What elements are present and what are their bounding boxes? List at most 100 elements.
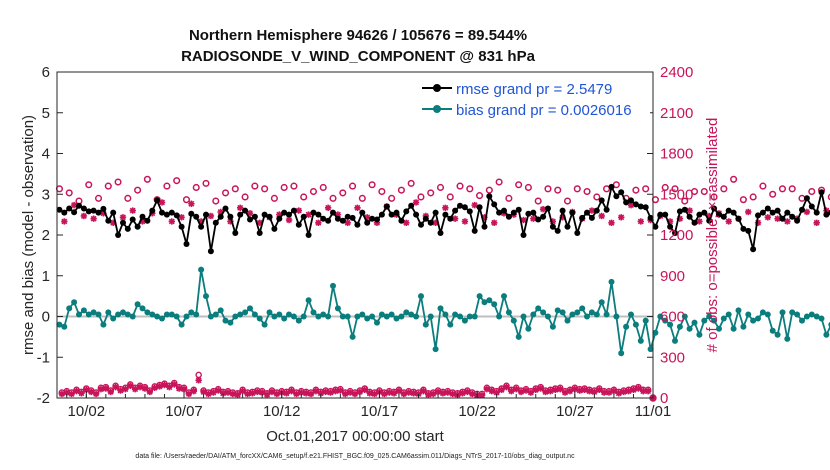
- obs-possible-point: [270, 194, 278, 202]
- rmse-point: [535, 216, 542, 223]
- bias-point: [520, 313, 527, 320]
- bias-point: [217, 307, 224, 314]
- rmse-point: [163, 211, 170, 218]
- rmse-point: [369, 215, 376, 222]
- bias-point: [740, 323, 747, 330]
- y2-tick-label: 900: [660, 268, 685, 285]
- rmse-point: [354, 221, 361, 228]
- bias-point: [203, 293, 209, 300]
- obs-low-assimilated-point: [630, 386, 637, 394]
- y-axis-label: rmse and bias (model - observation): [20, 115, 37, 355]
- bias-point: [95, 311, 102, 318]
- rmse-point: [774, 207, 781, 214]
- obs-assimilated-point: [139, 218, 146, 225]
- obs-low-assimilated-point: [293, 390, 300, 398]
- obs-assimilated-point: [754, 219, 762, 226]
- rmse-point: [505, 213, 512, 220]
- rmse-point: [569, 209, 576, 216]
- rmse-point: [559, 207, 566, 214]
- obs-low-assimilated-point: [190, 388, 197, 395]
- y-tick-label: -1: [37, 349, 50, 366]
- bias-point: [496, 313, 503, 320]
- rmse-point: [530, 209, 537, 216]
- obs-assimilated-point: [100, 210, 107, 217]
- bias-point: [564, 317, 571, 324]
- obs-low-assimilated-point: [464, 388, 471, 396]
- bias-point: [545, 313, 551, 320]
- obs-low-assimilated-point: [161, 381, 168, 389]
- y2-axis-label: # of obs: o=possible; ×=assimilated: [704, 118, 721, 353]
- bias-point: [388, 311, 395, 318]
- obs-assimilated-point: [588, 207, 596, 214]
- obs-assimilated-point: [696, 218, 703, 225]
- obs-low-assimilated-point: [351, 390, 359, 398]
- rmse-point: [198, 223, 205, 230]
- rmse-point: [247, 216, 253, 223]
- obs-low-assimilated-point: [644, 388, 652, 395]
- rmse-point: [789, 213, 796, 220]
- bias-point: [803, 313, 810, 320]
- rmse-point: [374, 216, 380, 223]
- rmse-point: [520, 232, 527, 238]
- bias-point: [178, 321, 185, 328]
- bias-point: [61, 323, 68, 330]
- rmse-point: [696, 211, 703, 218]
- legend-rmse-marker: [433, 84, 441, 92]
- obs-assimilated-point: [813, 219, 820, 226]
- rmse-point: [681, 206, 688, 213]
- obs-low-assimilated-point: [229, 390, 237, 398]
- obs-possible-point: [495, 178, 503, 186]
- obs-low-assimilated-point: [600, 389, 608, 396]
- obs-assimilated-point: [539, 205, 547, 213]
- rmse-point: [525, 210, 532, 217]
- bias-point: [745, 311, 752, 318]
- legend-box: [418, 76, 650, 120]
- obs-low-assimilated-point: [576, 387, 583, 394]
- obs-low-assimilated-point: [73, 388, 80, 395]
- rmse-point: [603, 206, 610, 213]
- obs-possible-point: [417, 193, 425, 201]
- rmse-point: [466, 208, 473, 215]
- bias-point: [305, 297, 312, 304]
- rmse-point: [344, 213, 351, 220]
- obs-low-assimilated-point: [561, 389, 569, 396]
- rmse-point: [813, 209, 820, 216]
- obs-possible-point: [427, 189, 435, 197]
- obs-possible-point: [349, 182, 357, 190]
- obs-low-assimilated-point: [263, 391, 271, 398]
- bias-point: [696, 331, 703, 338]
- bias-point: [120, 309, 126, 316]
- bias-point: [554, 307, 561, 314]
- bias-point: [266, 309, 273, 316]
- bias-point: [80, 307, 87, 314]
- bias-point: [212, 311, 219, 318]
- bias-point: [168, 311, 175, 318]
- obs-possible-point: [563, 197, 572, 205]
- rmse-point: [808, 203, 815, 210]
- bias-point: [706, 313, 713, 320]
- rmse-point: [120, 219, 126, 226]
- obs-assimilated-point: [618, 214, 625, 221]
- bias-point: [623, 323, 630, 330]
- obs-assimilated-point: [217, 208, 224, 216]
- rmse-point: [662, 211, 669, 218]
- obs-low-assimilated-point: [180, 385, 188, 393]
- bias-point: [374, 319, 380, 326]
- bias-point: [471, 313, 478, 320]
- obs-possible-point: [241, 193, 249, 201]
- rmse-point: [657, 211, 664, 218]
- rmse-point: [403, 208, 410, 215]
- obs-low-assimilated-point: [620, 388, 627, 396]
- bias-point: [237, 311, 244, 318]
- obs-assimilated-point: [491, 219, 498, 226]
- bias-point: [774, 331, 781, 338]
- rmse-point: [755, 212, 761, 219]
- rmse-point: [618, 189, 625, 196]
- rmse-point: [193, 213, 200, 220]
- obs-assimilated-point: [236, 204, 244, 212]
- bias-point: [525, 325, 532, 332]
- rmse-point: [427, 219, 434, 226]
- rmse-point: [178, 223, 185, 230]
- x-tick-label: 10/07: [165, 403, 203, 420]
- y-tick-label: -2: [37, 390, 50, 407]
